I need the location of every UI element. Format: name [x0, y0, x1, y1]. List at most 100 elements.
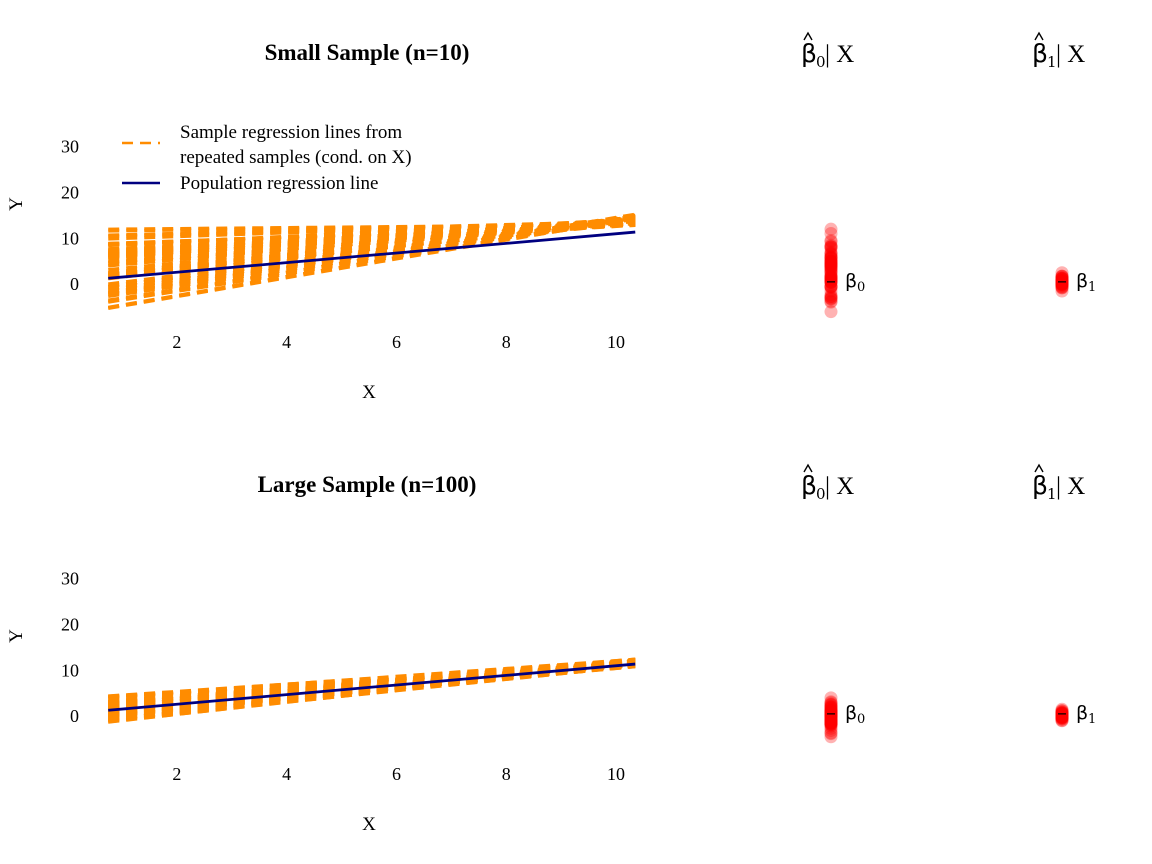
estimate-point: [1055, 276, 1069, 290]
estimate-point: [824, 727, 838, 741]
estimate-point: [824, 704, 838, 718]
estimate-point: [1055, 276, 1069, 290]
estimate-point: [824, 222, 838, 236]
estimate-point: [1055, 277, 1069, 291]
estimate-point: [824, 705, 838, 719]
y-tick-label: 10: [61, 660, 79, 680]
estimate-point: [824, 705, 838, 719]
legend: Sample regression lines from repeated sam…: [122, 122, 412, 194]
estimate-point: [824, 716, 838, 730]
estimate-point: [1055, 274, 1069, 288]
x-tick-label: 6: [392, 764, 401, 784]
estimate-point: [824, 240, 838, 254]
population-regression-line: [108, 662, 636, 712]
estimate-point: [824, 240, 838, 254]
estimate-point: [824, 697, 838, 711]
estimate-point: [824, 241, 838, 255]
estimate-point: [1055, 274, 1069, 288]
estimate-point: [1055, 708, 1069, 722]
estimate-point: [824, 717, 838, 731]
beta-subscript: 0: [816, 485, 826, 503]
estimate-point: [1055, 277, 1069, 291]
beta-subscript: 1: [1047, 485, 1057, 503]
estimate-point: [1055, 708, 1069, 722]
x-tick-label: 8: [502, 332, 511, 352]
estimate-point: [824, 257, 838, 271]
estimate-point: [824, 716, 838, 730]
estimate-point: [824, 305, 838, 319]
true-value-label: β: [845, 270, 857, 292]
estimate-points: [1055, 702, 1069, 728]
estimate-point: [1055, 709, 1069, 723]
estimate-point: [1055, 274, 1069, 288]
estimate-point: [824, 705, 838, 719]
x-tick-label: 2: [172, 764, 181, 784]
estimate-point: [824, 705, 838, 719]
regression-panel-large: Large Sample (n=100) 0 10 20 30 2 4 6 8 10 X Y: [6, 472, 636, 835]
estimate-point: [824, 705, 838, 719]
estimate-point: [824, 704, 838, 718]
estimate-point: [1055, 708, 1069, 722]
legend-label: Sample regression lines from: [180, 122, 402, 143]
x-axis-label: X: [362, 382, 376, 403]
sample-regression-line: [108, 660, 636, 708]
estimate-point: [824, 695, 838, 709]
estimate-point: [824, 254, 838, 268]
estimate-point: [824, 708, 838, 722]
estimate-point: [824, 708, 838, 722]
estimate-point: [1055, 708, 1069, 722]
estimate-point: [824, 255, 838, 269]
estimate-point: [824, 280, 838, 294]
estimate-point: [824, 698, 838, 712]
y-tick-label: 30: [61, 569, 79, 589]
estimate-point: [824, 715, 838, 729]
estimate-point: [824, 730, 838, 744]
estimate-point: [824, 699, 838, 713]
estimate-point: [1055, 711, 1069, 725]
estimate-point: [824, 712, 838, 726]
hat-accent: [1034, 31, 1044, 41]
estimate-point: [824, 716, 838, 730]
estimate-point: [1055, 708, 1069, 722]
estimate-point: [824, 235, 838, 249]
estimate-point: [824, 276, 838, 290]
title-suffix: | X: [1056, 473, 1085, 500]
estimate-point: [824, 258, 838, 272]
estimate-point: [824, 279, 838, 293]
true-value-subscript: 0: [857, 280, 865, 295]
estimate-point: [824, 714, 838, 728]
legend-label: repeated samples (cond. on X): [180, 147, 412, 168]
estimate-point: [824, 280, 838, 294]
estimate-point: [824, 261, 838, 275]
estimate-point: [824, 292, 838, 306]
sample-regression-line: [108, 659, 636, 700]
estimate-point: [824, 709, 838, 723]
estimate-points: [824, 222, 838, 319]
estimate-point: [824, 252, 838, 266]
estimate-point: [824, 261, 838, 275]
estimate-point: [824, 264, 838, 278]
estimate-point: [824, 270, 838, 284]
estimate-point: [1055, 274, 1069, 288]
estimate-point: [1055, 269, 1069, 283]
true-value-label: β: [845, 702, 857, 724]
estimate-point: [824, 295, 838, 309]
beta-subscript: 1: [1047, 53, 1057, 71]
x-axis-label: X: [362, 814, 376, 835]
estimate-point: [824, 716, 838, 730]
estimate-point: [1055, 266, 1069, 280]
estimate-point: [1055, 274, 1069, 288]
estimate-point: [1055, 709, 1069, 723]
estimate-point: [1055, 708, 1069, 722]
estimate-point: [824, 234, 838, 248]
panel-title: Small Sample (n=10): [265, 40, 470, 65]
beta-hat-symbol: β: [801, 471, 817, 500]
estimate-point: [824, 716, 838, 730]
y-tick-label: 20: [61, 615, 79, 635]
estimate-point: [824, 259, 838, 273]
